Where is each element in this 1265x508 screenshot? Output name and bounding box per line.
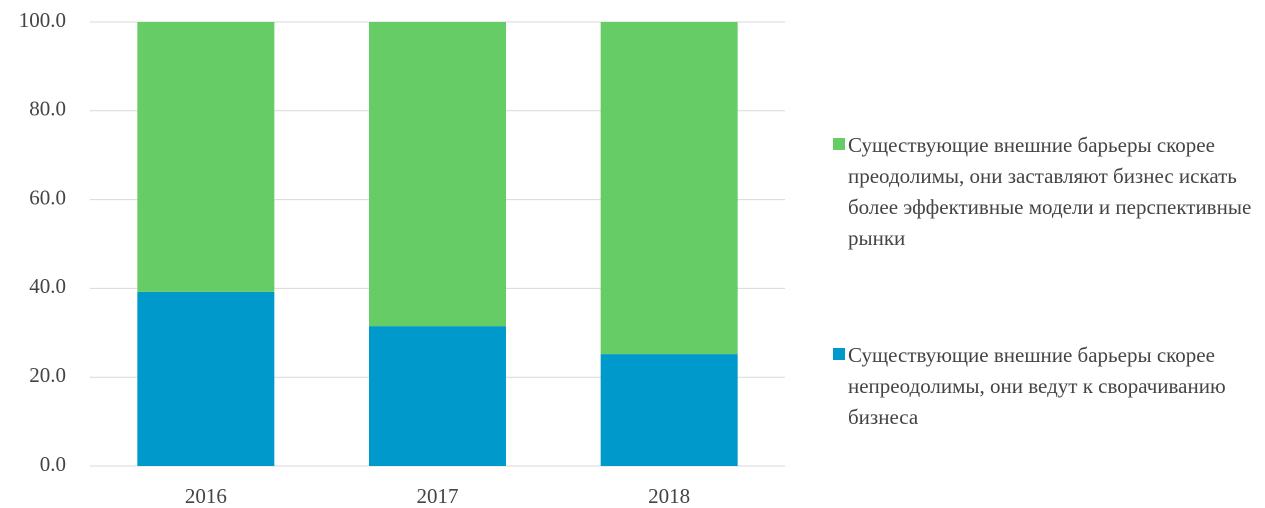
bar-segment bbox=[369, 326, 506, 466]
y-tick-label: 80.0 bbox=[29, 97, 66, 121]
legend-entry: Существующие внешние барьеры скорее прео… bbox=[833, 130, 1258, 254]
legend-label: Существующие внешние барьеры скорее непр… bbox=[848, 343, 1226, 429]
bar-segment bbox=[600, 354, 738, 466]
y-tick-label: 40.0 bbox=[29, 274, 66, 298]
y-tick-label: 20.0 bbox=[29, 363, 66, 387]
legend-label: Существующие внешние барьеры скорее прео… bbox=[848, 133, 1252, 250]
x-tick-label: 2016 bbox=[185, 484, 227, 508]
bar-segment bbox=[137, 22, 275, 292]
legend-entry: Существующие внешние барьеры скорее непр… bbox=[833, 340, 1258, 433]
legend-swatch bbox=[833, 138, 845, 150]
legend-swatch bbox=[833, 348, 845, 360]
y-tick-label: 60.0 bbox=[29, 185, 66, 209]
x-tick-label: 2017 bbox=[417, 484, 459, 508]
bar-segment bbox=[137, 291, 275, 466]
bar-segment bbox=[600, 22, 738, 355]
bar-segment bbox=[369, 22, 506, 327]
y-tick-label: 0.0 bbox=[40, 452, 66, 476]
y-tick-label: 100.0 bbox=[19, 8, 66, 32]
x-tick-label: 2018 bbox=[648, 484, 690, 508]
